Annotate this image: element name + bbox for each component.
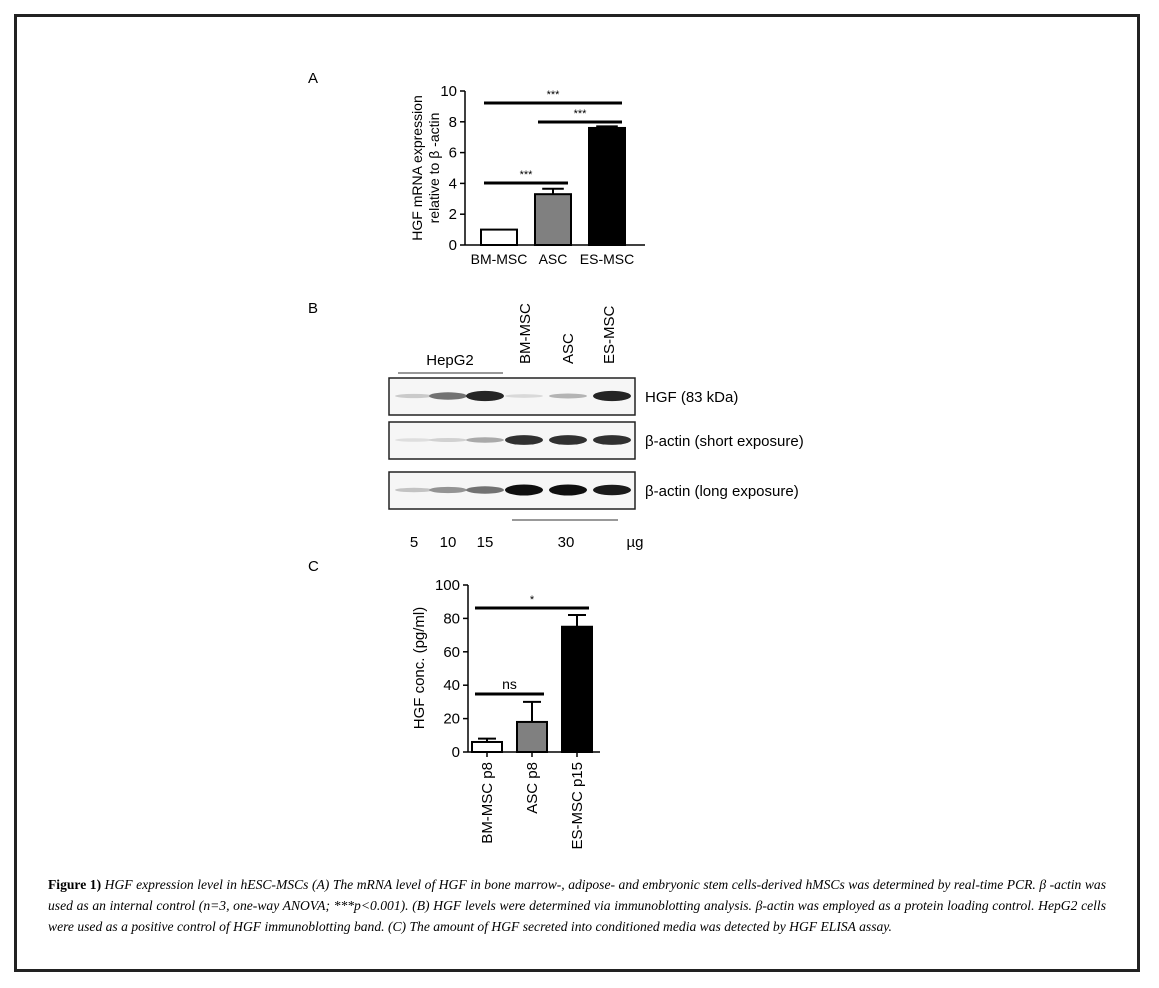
c-y-tick-label: 40 xyxy=(443,677,460,694)
caption-text: HGF expression level in hESC-MSCs (A) Th… xyxy=(48,877,1107,934)
a-x-tick-label: ASC xyxy=(539,251,568,267)
a-bar xyxy=(534,193,572,246)
blot-rows: HGF (83 kDa) β-actin (short exposure) β-ac… xyxy=(388,377,804,510)
blot-band xyxy=(549,484,587,496)
blot-band xyxy=(593,435,631,445)
blot-band xyxy=(395,438,433,442)
chart-a-bars xyxy=(480,125,626,247)
chart-a-significance: *** *** *** xyxy=(484,89,622,185)
panel-b-letter: B xyxy=(308,300,318,317)
loading-10: 10 xyxy=(440,534,457,551)
c-x-tick-label: ES-MSC p15 xyxy=(569,762,586,850)
blot-lane-label-bm-msc: BM-MSC xyxy=(517,303,534,364)
c-bar xyxy=(561,625,593,753)
chart-a-ylabel-line2: relative to β -actin xyxy=(426,113,442,224)
a-y-tick-label: 0 xyxy=(449,237,457,254)
blot-band xyxy=(466,437,504,443)
c-x-tick-label: ASC p8 xyxy=(524,762,541,814)
a-sig-label: *** xyxy=(520,169,534,181)
figure-canvas: A B C HGF mRNA expression relative to β … xyxy=(308,70,804,850)
chart-a-ylabel-line1: HGF mRNA expression xyxy=(409,95,425,240)
blot-band xyxy=(466,390,504,402)
blot-band xyxy=(505,484,543,496)
c-x-tick-label: BM-MSC p8 xyxy=(479,762,496,844)
loading-unit: µg xyxy=(627,534,644,551)
blot-band xyxy=(505,394,543,398)
blot-lane-label-es-msc: ES-MSC xyxy=(601,305,618,364)
chart-c-axes: 0 20 40 60 80 100 BM-MSC p8 ASC p8 ES-MSC p15 xyxy=(435,577,600,850)
panel-a-letter: A xyxy=(308,70,318,87)
blot-band xyxy=(593,484,631,496)
c-y-tick-label: 60 xyxy=(443,644,460,661)
chart-c-bars xyxy=(471,614,593,754)
blot-band xyxy=(549,435,587,445)
a-x-tick-label: BM-MSC xyxy=(471,251,528,267)
blot-group-label: HepG2 xyxy=(426,352,474,369)
blot-band xyxy=(429,438,467,442)
a-y-tick-label: 6 xyxy=(449,145,457,162)
c-bar xyxy=(471,740,503,753)
c-y-tick-label: 80 xyxy=(443,610,460,627)
loading-5: 5 xyxy=(410,534,418,551)
a-sig-label: *** xyxy=(574,108,588,120)
c-sig-label: * xyxy=(530,594,535,606)
chart-c-significance: ns * xyxy=(475,594,589,696)
chart-a: HGF mRNA expression relative to β -actin… xyxy=(409,83,645,267)
blot-lane-label-asc: ASC xyxy=(560,333,577,364)
chart-c-ylabel: HGF conc. (pg/ml) xyxy=(411,607,428,730)
figure-caption: Figure 1) HGF expression level in hESC-M… xyxy=(48,874,1106,937)
blot-band xyxy=(395,393,433,399)
a-y-tick-label: 10 xyxy=(440,83,457,100)
blot-band xyxy=(549,393,587,399)
a-bar xyxy=(588,126,626,246)
a-bar xyxy=(480,228,518,247)
blot-band xyxy=(593,390,631,402)
c-y-tick-label: 100 xyxy=(435,577,460,594)
blot-band xyxy=(429,392,467,400)
a-x-tick-label: ES-MSC xyxy=(580,251,634,267)
a-y-tick-label: 4 xyxy=(449,175,457,192)
a-y-tick-label: 8 xyxy=(449,114,457,131)
caption-label: Figure 1) xyxy=(48,877,102,892)
blot-row-label: β-actin (short exposure) xyxy=(645,433,804,450)
a-y-tick-label: 2 xyxy=(449,206,457,223)
c-y-tick-label: 20 xyxy=(443,711,460,728)
blot-row-label: β-actin (long exposure) xyxy=(645,483,799,500)
figure-frame xyxy=(14,14,1140,972)
blot-band xyxy=(505,435,543,445)
c-sig-label: ns xyxy=(502,676,517,692)
loading-30: 30 xyxy=(558,534,575,551)
c-bar xyxy=(516,720,548,754)
blot-b: HepG2 BM-MSC ASC ES-MSC HGF (83 kDa) β-ac… xyxy=(388,303,804,551)
chart-a-axes: 0 2 4 6 8 10 BM-MSC ASC ES-MSC xyxy=(440,83,645,267)
c-y-tick-label: 0 xyxy=(452,744,460,761)
a-sig-label: *** xyxy=(547,89,561,101)
blot-band xyxy=(395,487,433,493)
blot-band xyxy=(429,486,467,494)
blot-band xyxy=(466,486,504,494)
chart-c: HGF conc. (pg/ml) 0 20 40 60 80 100 BM-MSC p8 A… xyxy=(411,577,600,850)
loading-15: 15 xyxy=(477,534,494,551)
blot-row-label: HGF (83 kDa) xyxy=(645,389,738,406)
panel-c-letter: C xyxy=(308,558,319,575)
